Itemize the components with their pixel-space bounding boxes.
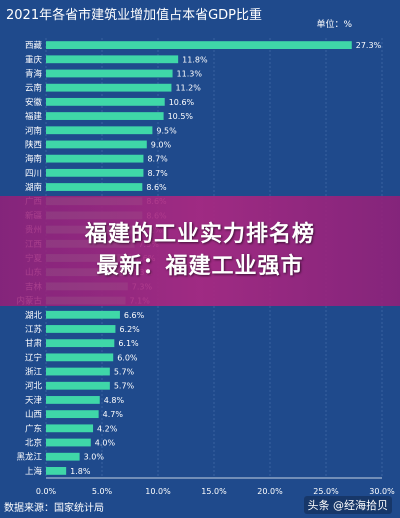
bar-22 <box>46 353 114 362</box>
value-label-25: 4.8% <box>104 396 125 405</box>
value-label-4: 10.6% <box>169 98 195 107</box>
category-label-24: 河北 <box>25 381 43 392</box>
bar-3 <box>46 83 172 92</box>
value-label-2: 11.3% <box>177 69 203 78</box>
bar-28 <box>46 438 91 447</box>
chart-title: 2021年各省市建筑业增加值占本省GDP比重 <box>6 7 262 23</box>
value-label-9: 8.7% <box>147 169 168 178</box>
headline-overlay: 福建的工业实力排名榜 最新：福建工业强市 <box>0 196 400 306</box>
bar-2 <box>46 69 173 78</box>
value-label-30: 1.8% <box>70 467 91 476</box>
category-label-8: 海南 <box>25 154 42 165</box>
category-label-21: 甘肃 <box>25 338 43 349</box>
category-label-1: 重庆 <box>25 54 43 65</box>
x-tick-label: 5.0% <box>92 487 113 496</box>
x-tick-label: 10.0% <box>145 487 171 496</box>
category-label-3: 云南 <box>25 83 42 94</box>
bar-10 <box>46 183 143 191</box>
bar-9 <box>46 168 144 177</box>
bar-0 <box>46 41 352 49</box>
value-label-29: 3.0% <box>84 453 105 462</box>
category-label-29: 黑龙江 <box>16 452 42 463</box>
x-tick-label: 25.0% <box>313 487 339 496</box>
value-label-26: 4.7% <box>103 410 124 419</box>
chart-unit-label: 单位：% <box>316 18 352 30</box>
value-label-0: 27.3% <box>356 41 382 50</box>
category-label-20: 江苏 <box>25 324 43 335</box>
value-label-22: 6.0% <box>117 353 138 362</box>
value-label-3: 11.2% <box>175 84 201 93</box>
bar-26 <box>46 410 99 419</box>
value-label-28: 4.0% <box>95 439 116 448</box>
x-tick-label: 0.0% <box>36 487 57 496</box>
bar-8 <box>46 154 144 163</box>
value-label-19: 6.6% <box>124 311 145 320</box>
value-label-21: 6.1% <box>118 339 139 348</box>
bar-23 <box>46 367 110 376</box>
value-label-23: 5.7% <box>114 368 135 377</box>
category-label-23: 浙江 <box>25 367 43 378</box>
category-label-22: 辽宁 <box>25 352 42 363</box>
value-label-10: 8.6% <box>146 183 167 192</box>
category-label-6: 河南 <box>25 125 42 136</box>
bar-29 <box>46 452 80 461</box>
x-tick-label: 15.0% <box>201 487 227 496</box>
bar-27 <box>46 424 94 433</box>
value-label-8: 8.7% <box>147 155 168 164</box>
bar-30 <box>46 467 67 475</box>
category-label-27: 广东 <box>25 423 42 434</box>
value-label-6: 9.5% <box>156 126 177 135</box>
x-axis-ticks-group: 0.0% 5.0% 10.0% 15.0% 20.0% 25.0% 30.0% <box>36 477 395 496</box>
category-label-0: 西藏 <box>25 40 43 51</box>
value-label-20: 6.2% <box>119 325 140 334</box>
x-tick-label: 30.0% <box>369 487 395 496</box>
headline-line-2: 最新：福建工业强市 <box>96 254 304 279</box>
category-label-28: 北京 <box>25 438 42 449</box>
value-label-1: 11.8% <box>182 55 208 64</box>
category-label-5: 福建 <box>25 111 43 122</box>
bar-1 <box>46 55 179 64</box>
bar-25 <box>46 396 100 404</box>
category-label-25: 天津 <box>25 395 43 406</box>
bar-7 <box>46 140 147 149</box>
bar-4 <box>46 97 165 106</box>
category-label-9: 四川 <box>25 169 42 179</box>
x-tick-label: 20.0% <box>257 487 283 496</box>
bar-19 <box>46 310 120 319</box>
category-label-30: 上海 <box>25 466 43 477</box>
bar-6 <box>46 126 153 135</box>
category-label-10: 湖南 <box>25 182 42 193</box>
headline-line-1: 福建的工业实力排名榜 <box>84 222 315 247</box>
data-source-label: 数据来源：国家统计局 <box>4 503 104 514</box>
value-label-27: 4.2% <box>97 424 118 433</box>
bar-20 <box>46 325 116 333</box>
category-label-19: 湖北 <box>25 311 43 321</box>
value-label-24: 5.7% <box>114 382 135 391</box>
bar-24 <box>46 381 110 390</box>
category-label-7: 陕西 <box>25 139 42 150</box>
category-label-4: 安徽 <box>25 97 43 108</box>
category-label-26: 山西 <box>25 409 42 420</box>
value-label-5: 10.5% <box>168 112 194 121</box>
watermark-label: 头条 @经海拾贝 <box>303 496 392 514</box>
value-label-7: 9.0% <box>151 140 172 149</box>
category-label-2: 青海 <box>25 68 43 79</box>
bar-5 <box>46 112 164 120</box>
bar-21 <box>46 339 115 348</box>
